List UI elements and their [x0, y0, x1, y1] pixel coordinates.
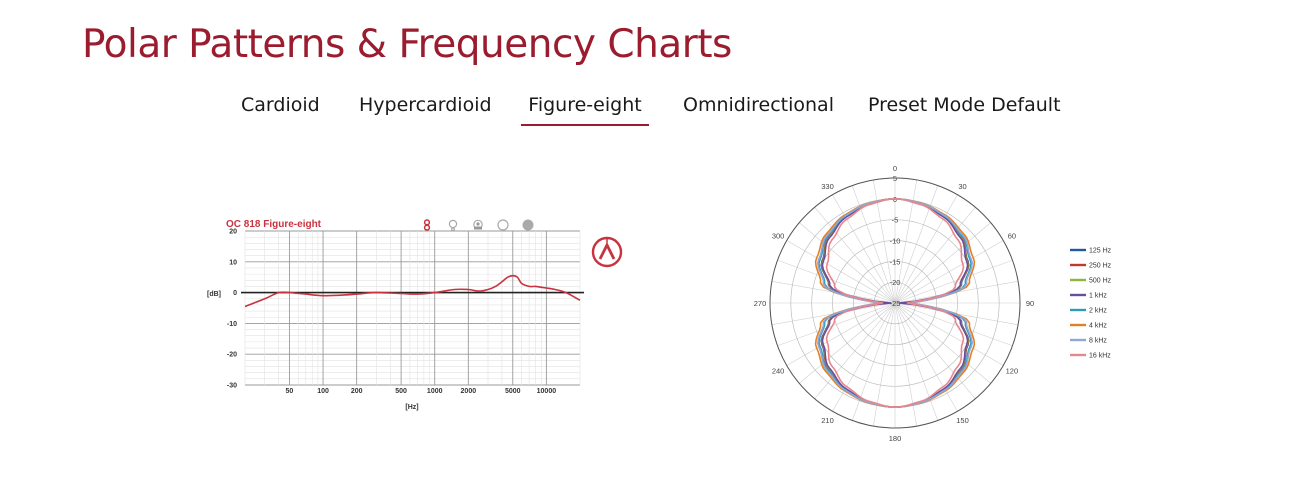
- tab-cardioid[interactable]: Cardioid: [241, 94, 320, 116]
- frequency-response-curve: [244, 274, 581, 308]
- frequency-y-tick-label: 20: [229, 229, 237, 236]
- frequency-x-axis-label: [Hz]: [405, 404, 418, 411]
- page-title: Polar Patterns & Frequency Charts: [82, 22, 732, 67]
- polar-curves: [814, 198, 976, 408]
- frequency-x-tick-label: 200: [351, 388, 363, 395]
- polar-angle-label: 300: [772, 232, 785, 241]
- cardioid-icon[interactable]: [473, 219, 483, 230]
- legend-label: 1 kHz: [1089, 293, 1107, 300]
- frequency-x-tick-label: 10000: [537, 388, 557, 395]
- polar-angle-label: 150: [956, 416, 969, 425]
- frequency-y-axis-label: [dB]: [207, 291, 221, 298]
- frequency-x-ticks: 50 100 200 500 1000 2000 5000 10000: [286, 388, 557, 395]
- legend-label: 125 Hz: [1089, 248, 1112, 255]
- frequency-y-tick-label: -20: [227, 352, 237, 359]
- frequency-x-tick-label: 50: [286, 388, 294, 395]
- polar-angle-label: 240: [772, 367, 785, 376]
- polar-angle-label: 120: [1006, 367, 1019, 376]
- polar-legend: 125 Hz 250 Hz 500 Hz 1 kHz 2 kHz 4 kHz 8 kHz 16…: [1070, 248, 1112, 360]
- preset-icon[interactable]: [522, 219, 534, 231]
- polar-angle-label: 210: [821, 416, 834, 425]
- polar-angle-label: 0: [893, 164, 897, 173]
- polar-angle-label: 180: [889, 434, 902, 443]
- polar-radial-label: -25: [890, 299, 901, 308]
- legend-label: 500 Hz: [1089, 278, 1112, 285]
- frequency-y-tick-label: 0: [233, 290, 237, 297]
- polar-series-16-khz: [825, 198, 965, 408]
- legend-label: 4 kHz: [1089, 323, 1107, 330]
- polar-radial-label: -15: [890, 257, 901, 266]
- polar-radial-label: -5: [892, 216, 899, 225]
- polar-angle-label: 270: [754, 299, 767, 308]
- polar-grid: 50-5-10-15-20-25030609012015018021024027…: [754, 164, 1034, 443]
- frequency-x-tick-label: 1000: [427, 388, 443, 395]
- frequency-grid: [244, 230, 581, 386]
- tab-omnidirectional[interactable]: Omnidirectional: [683, 94, 834, 116]
- polar-outer-ring: [769, 177, 1021, 429]
- polar-ring: [832, 240, 958, 366]
- frequency-x-tick-label: 5000: [505, 388, 521, 395]
- legend-label: 2 kHz: [1089, 308, 1107, 315]
- frequency-y-tick-label: -10: [227, 321, 237, 328]
- frequency-chart-title: OC 818 Figure-eight: [226, 219, 322, 230]
- frequency-y-ticks: 20 10 0 -10 -20 -30: [227, 229, 237, 390]
- legend-label: 8 kHz: [1089, 338, 1107, 345]
- frequency-y-tick-label: 10: [229, 259, 237, 266]
- polar-angle-label: 90: [1026, 299, 1034, 308]
- polar-angle-label: 330: [821, 182, 834, 191]
- polar-angle-label: 30: [958, 182, 966, 191]
- frequency-x-tick-label: 100: [317, 388, 329, 395]
- austrian-audio-logo: [591, 236, 623, 268]
- polar-radial-label: 5: [893, 174, 897, 183]
- omnidirectional-icon[interactable]: [497, 219, 509, 231]
- polar-ring: [873, 281, 917, 325]
- polar-pattern-chart: 50-5-10-15-20-25030609012015018021024027…: [754, 164, 1112, 443]
- frequency-y-tick-label: -30: [227, 383, 237, 390]
- tab-figure-eight[interactable]: Figure-eight: [521, 90, 649, 126]
- legend-label: 250 Hz: [1089, 263, 1112, 270]
- hypercardioid-icon[interactable]: [448, 219, 458, 232]
- frequency-x-tick-label: 2000: [461, 388, 477, 395]
- polar-radial-label: -10: [890, 237, 901, 246]
- polar-ring: [852, 260, 938, 346]
- tab-preset-mode-default[interactable]: Preset Mode Default: [868, 94, 1061, 116]
- figure-eight-icon[interactable]: [423, 219, 431, 231]
- legend-label: 16 kHz: [1089, 353, 1111, 360]
- tab-hypercardioid[interactable]: Hypercardioid: [359, 94, 492, 116]
- pattern-tabs: Cardioid Hypercardioid Figure-eight Omni…: [0, 90, 1309, 130]
- polar-ring: [811, 219, 979, 387]
- polar-angle-label: 60: [1008, 232, 1016, 241]
- polar-radial-label: -20: [890, 278, 901, 287]
- frequency-x-tick-label: 500: [395, 388, 407, 395]
